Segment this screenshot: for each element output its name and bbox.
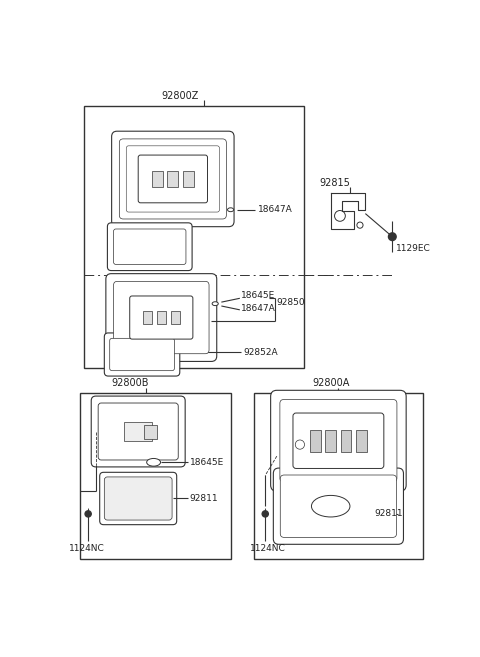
Ellipse shape [212, 302, 218, 306]
Text: 18645E: 18645E [190, 458, 224, 467]
FancyBboxPatch shape [138, 155, 207, 203]
FancyBboxPatch shape [110, 338, 174, 371]
Bar [156, 311, 166, 325]
FancyBboxPatch shape [106, 274, 217, 361]
Text: 92811: 92811 [374, 509, 403, 518]
Bar [152, 171, 163, 187]
FancyBboxPatch shape [91, 396, 185, 467]
Bar [144, 425, 156, 439]
Bar [143, 311, 152, 325]
Ellipse shape [228, 208, 234, 212]
FancyBboxPatch shape [280, 399, 397, 482]
Ellipse shape [147, 459, 160, 466]
Text: 92800B: 92800B [112, 378, 149, 388]
Text: 92811: 92811 [190, 494, 218, 503]
Text: 1124NC: 1124NC [69, 544, 105, 553]
FancyBboxPatch shape [130, 296, 193, 339]
Circle shape [262, 510, 268, 517]
Ellipse shape [312, 495, 350, 517]
Bar [84, 106, 304, 367]
Text: 18647A: 18647A [241, 304, 276, 313]
Text: 1129EC: 1129EC [396, 244, 431, 253]
Circle shape [85, 510, 91, 517]
FancyBboxPatch shape [114, 281, 209, 353]
Bar [81, 393, 230, 558]
Text: 92852A: 92852A [243, 348, 277, 357]
Text: 92850: 92850 [277, 298, 305, 307]
Bar [341, 430, 351, 451]
FancyBboxPatch shape [293, 413, 384, 468]
Bar [325, 430, 336, 451]
FancyBboxPatch shape [104, 333, 180, 376]
FancyBboxPatch shape [280, 475, 396, 537]
FancyBboxPatch shape [100, 472, 177, 525]
Text: 92815: 92815 [319, 178, 350, 188]
FancyBboxPatch shape [104, 477, 172, 520]
Bar [124, 422, 152, 441]
Bar [254, 393, 423, 558]
FancyBboxPatch shape [120, 139, 227, 219]
Bar [183, 171, 193, 187]
Text: 18647A: 18647A [258, 205, 292, 214]
Bar [356, 430, 367, 451]
Text: 1124NC: 1124NC [250, 544, 286, 553]
Bar [170, 311, 180, 325]
FancyBboxPatch shape [108, 223, 192, 271]
Circle shape [388, 233, 396, 240]
FancyBboxPatch shape [273, 468, 404, 544]
FancyBboxPatch shape [271, 390, 406, 491]
Bar [168, 171, 178, 187]
FancyBboxPatch shape [112, 131, 234, 227]
Bar [310, 430, 321, 451]
FancyBboxPatch shape [98, 403, 178, 460]
Text: 92800A: 92800A [312, 378, 349, 388]
Text: 92800Z: 92800Z [162, 91, 199, 101]
FancyBboxPatch shape [114, 229, 186, 264]
Text: 18645E: 18645E [241, 292, 276, 300]
